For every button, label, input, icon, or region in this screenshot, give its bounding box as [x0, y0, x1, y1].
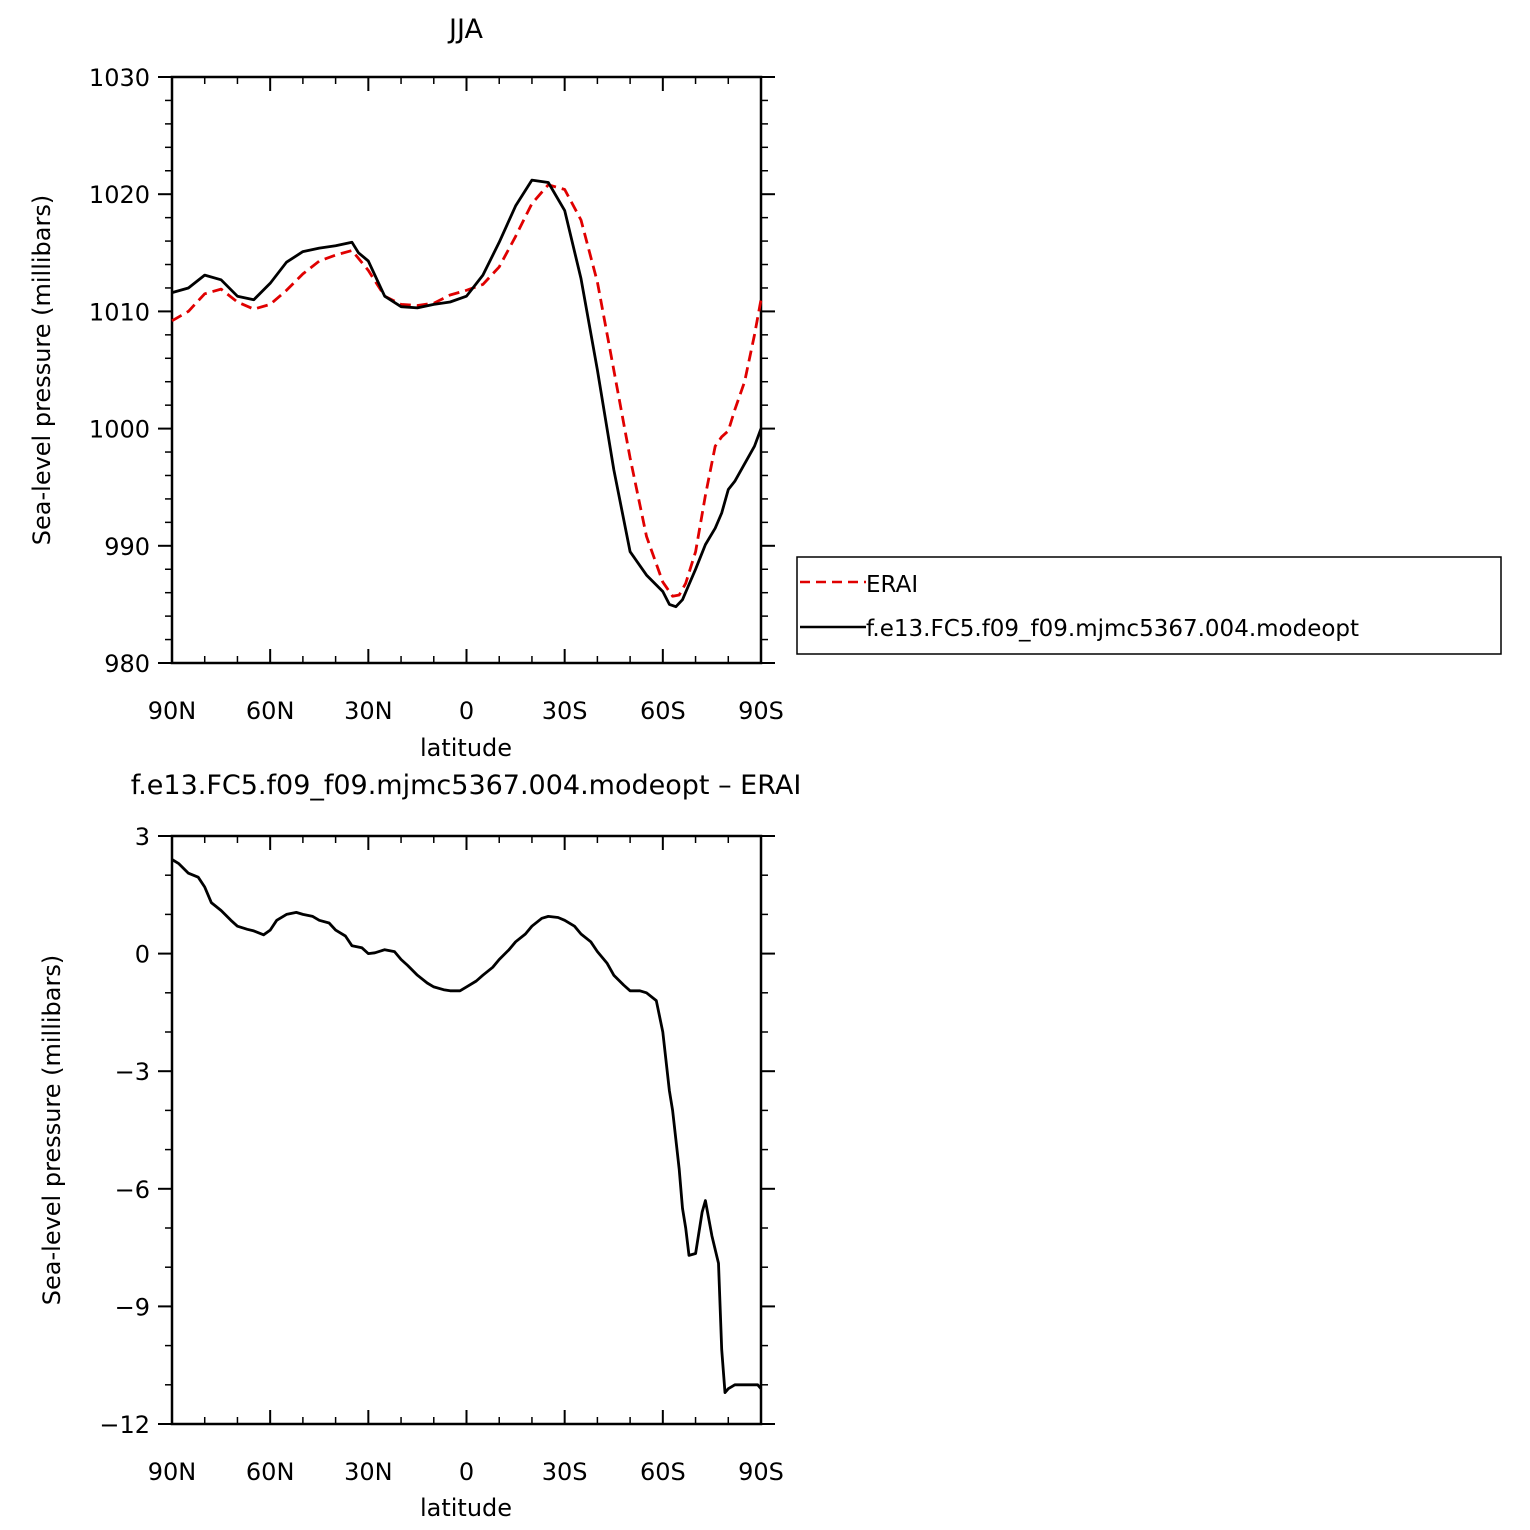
x-tick-label: 90S	[738, 1458, 784, 1486]
chart-bottom-frame	[170, 834, 763, 1426]
chart-top-title: JJA	[447, 14, 483, 45]
x-tick-label: 90N	[148, 1458, 197, 1486]
x-tick-label: 0	[459, 1458, 474, 1486]
chart-top-frame	[170, 75, 763, 665]
y-tick-label: −6	[115, 1176, 150, 1204]
legend-box	[796, 556, 1502, 655]
legend-label-erai: ERAI	[866, 572, 918, 598]
legend: ERAI f.e13.FC5.f09_f09.mjmc5367.004.mode…	[796, 556, 1502, 655]
x-tick-label: 30N	[344, 697, 393, 725]
y-tick-label: −9	[115, 1293, 150, 1321]
x-tick-label: 90N	[148, 697, 197, 725]
x-tick-label: 30N	[344, 1458, 393, 1486]
y-tick-label: 1030	[89, 64, 150, 92]
series-line-erai	[171, 183, 763, 598]
y-tick-label: 990	[104, 533, 150, 561]
x-tick-label: 60N	[246, 1458, 295, 1486]
y-tick-label: 1010	[89, 298, 150, 326]
y-tick-label: 1000	[89, 416, 150, 444]
y-tick-label: 980	[104, 650, 150, 678]
chart-top: JJA 90N 60N 30N 0 30S 60S 90S 980 990 1000 1010 102…	[28, 14, 784, 762]
chart-top-ylabel: Sea-level pressure (millibars)	[28, 195, 56, 545]
chart-bottom: f.e13.FC5.f09_f09.mjmc5367.004.modeopt –…	[38, 770, 801, 1522]
y-tick-label: 0	[135, 941, 150, 969]
x-tick-label: 30S	[542, 1458, 588, 1486]
x-tick-label: 90S	[738, 697, 784, 725]
y-tick-label: −12	[99, 1411, 150, 1439]
x-tick-label: 60S	[640, 1458, 686, 1486]
series-line-f	[171, 178, 763, 609]
chart-top-ticks: 90N 60N 30N 0 30S 60S 90S 980 990 1000 1010 1020 103…	[89, 64, 784, 725]
y-tick-label: −3	[115, 1058, 150, 1086]
x-tick-label: 60N	[246, 697, 295, 725]
chart-bottom-ylabel: Sea-level pressure (millibars)	[38, 955, 66, 1305]
x-tick-label: 0	[459, 697, 474, 725]
chart-bottom-xlabel: latitude	[420, 1494, 512, 1522]
y-tick-label: 3	[135, 823, 150, 851]
chart-bottom-title: f.e13.FC5.f09_f09.mjmc5367.004.modeopt –…	[131, 770, 802, 801]
chart-top-xlabel: latitude	[420, 734, 512, 762]
x-tick-label: 60S	[640, 697, 686, 725]
x-tick-label: 30S	[542, 697, 588, 725]
y-tick-label: 1020	[89, 181, 150, 209]
chart-bottom-ticks: 90N 60N 30N 0 30S 60S 90S −12 −9 −6 −3 0 3	[99, 823, 784, 1486]
legend-label-model: f.e13.FC5.f09_f09.mjmc5367.004.modeopt	[866, 616, 1359, 642]
series-line-difference	[171, 858, 763, 1394]
chart-top-series	[171, 178, 763, 609]
chart-bottom-series	[171, 858, 763, 1394]
